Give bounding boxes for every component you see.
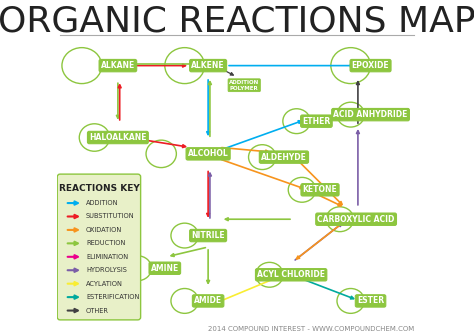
Text: CARBOXYLIC ACID: CARBOXYLIC ACID <box>318 215 395 224</box>
Circle shape <box>165 48 204 84</box>
Text: AMIDE: AMIDE <box>194 296 222 306</box>
Text: NITRILE: NITRILE <box>191 231 225 240</box>
Text: SUBSTITUTION: SUBSTITUTION <box>86 213 135 219</box>
Text: ALKENE: ALKENE <box>191 61 225 70</box>
Text: ALKANE: ALKANE <box>101 61 135 70</box>
Text: ACYL CHLORIDE: ACYL CHLORIDE <box>257 270 325 279</box>
Circle shape <box>256 262 283 287</box>
Text: ALCOHOL: ALCOHOL <box>188 149 228 158</box>
Text: AMINE: AMINE <box>151 264 179 273</box>
Circle shape <box>79 124 109 151</box>
Circle shape <box>283 109 310 134</box>
Text: ESTERIFICATION: ESTERIFICATION <box>86 294 139 300</box>
Text: ORGANIC REACTIONS MAP: ORGANIC REACTIONS MAP <box>0 4 474 39</box>
Text: ALDEHYDE: ALDEHYDE <box>261 153 307 161</box>
Text: ESTER: ESTER <box>357 296 384 306</box>
Text: ADDITION
POLYMER: ADDITION POLYMER <box>229 80 259 91</box>
Text: HYDROLYSIS: HYDROLYSIS <box>86 267 127 273</box>
Text: ACYLATION: ACYLATION <box>86 281 123 287</box>
Circle shape <box>62 48 101 84</box>
Text: ETHER: ETHER <box>302 117 330 126</box>
Circle shape <box>326 207 354 231</box>
Text: ELIMINATION: ELIMINATION <box>86 254 128 260</box>
Circle shape <box>288 178 316 202</box>
Circle shape <box>146 140 176 168</box>
Text: OXIDATION: OXIDATION <box>86 227 122 233</box>
Text: KETONE: KETONE <box>302 185 337 194</box>
Circle shape <box>171 223 199 248</box>
FancyBboxPatch shape <box>57 174 141 320</box>
Circle shape <box>331 48 371 84</box>
Text: REACTIONS KEY: REACTIONS KEY <box>59 184 139 193</box>
Text: 2014 COMPOUND INTEREST - WWW.COMPOUNDCHEM.COM: 2014 COMPOUND INTEREST - WWW.COMPOUNDCHE… <box>208 326 414 332</box>
Text: REDUCTION: REDUCTION <box>86 241 126 246</box>
Circle shape <box>124 256 152 281</box>
Text: EPOXIDE: EPOXIDE <box>352 61 389 70</box>
Text: OTHER: OTHER <box>86 308 109 314</box>
Text: ADDITION: ADDITION <box>86 200 118 206</box>
Text: HALOALKANE: HALOALKANE <box>89 133 146 142</box>
Circle shape <box>337 102 365 127</box>
Circle shape <box>248 145 276 170</box>
Circle shape <box>337 288 365 313</box>
Circle shape <box>171 288 199 313</box>
Text: ACID ANHYDRIDE: ACID ANHYDRIDE <box>333 110 408 119</box>
